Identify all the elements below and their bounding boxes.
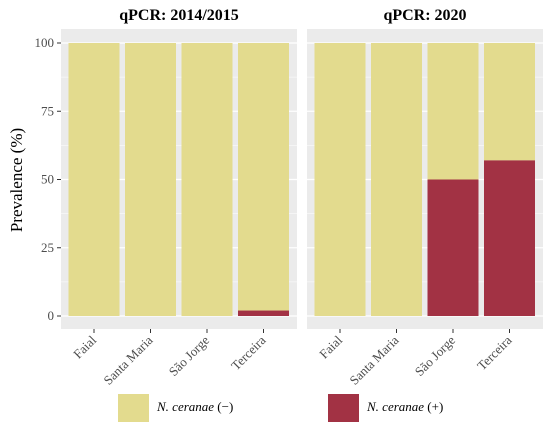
panel-title: qPCR: 2020 bbox=[383, 7, 466, 24]
x-tick-label: Faial bbox=[70, 332, 99, 361]
x-tick-label: Terceira bbox=[228, 332, 269, 373]
legend: N. ceranae (−) N. ceranae (+) bbox=[118, 394, 443, 422]
legend-item-positive: N. ceranae (+) bbox=[328, 394, 443, 422]
bar-negative bbox=[371, 43, 422, 316]
y-tick-label: 75 bbox=[41, 103, 54, 118]
bar-negative bbox=[181, 43, 233, 316]
bar-positive bbox=[427, 179, 479, 316]
bar-negative bbox=[427, 43, 479, 180]
bar-positive bbox=[238, 310, 289, 316]
x-tick-label: São Jorge bbox=[166, 332, 213, 379]
legend-label: N. ceranae (−) bbox=[156, 399, 233, 414]
x-tick-label: São Jorge bbox=[412, 332, 459, 379]
bar-negative bbox=[238, 43, 289, 311]
x-tick-label: Terceira bbox=[474, 332, 515, 373]
y-tick-label: 0 bbox=[48, 308, 55, 323]
y-tick-label: 100 bbox=[35, 35, 55, 50]
bar-positive bbox=[484, 160, 535, 316]
legend-item-negative: N. ceranae (−) bbox=[118, 394, 233, 422]
panel-1: qPCR: 2014/2015 0 25 50 75 100 Faial Santa Mari… bbox=[35, 7, 297, 388]
legend-swatch bbox=[328, 394, 359, 422]
y-tick-label: 50 bbox=[41, 172, 54, 187]
x-tick-label: Santa Maria bbox=[100, 332, 155, 387]
panel-title: qPCR: 2014/2015 bbox=[119, 7, 239, 24]
x-tick-label: Santa Maria bbox=[346, 332, 401, 387]
bar-negative bbox=[68, 43, 120, 316]
y-axis-label: Prevalence (%) bbox=[7, 128, 26, 232]
legend-label: N. ceranae (+) bbox=[366, 399, 443, 414]
legend-swatch bbox=[118, 394, 149, 422]
panel-2: qPCR: 2020 Faial Santa Maria São Jorge Terce… bbox=[307, 7, 543, 388]
y-tick-label: 25 bbox=[41, 240, 54, 255]
x-tick-label: Faial bbox=[316, 332, 345, 361]
bar-negative bbox=[125, 43, 176, 316]
bar-negative bbox=[314, 43, 366, 316]
bar-negative bbox=[484, 43, 535, 161]
